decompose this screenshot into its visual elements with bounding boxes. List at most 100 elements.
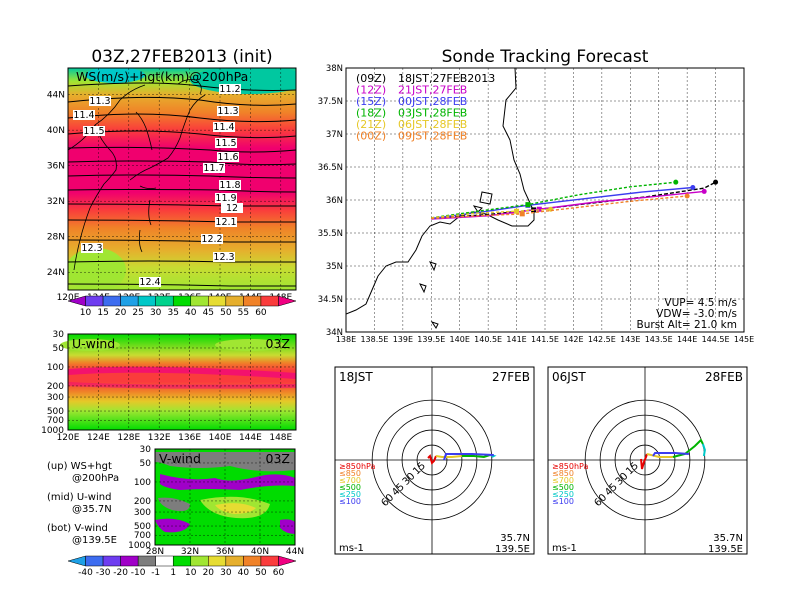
speed-colorbar-label: 35 [168, 308, 179, 318]
wind-colorbar-label: 40 [238, 568, 250, 578]
param-burst: Burst Alt= 21.0 km [637, 319, 737, 331]
uwind-p-tick: 200 [47, 382, 64, 392]
track-lon-tick: 142.5E [588, 335, 616, 344]
speed-colorbar-swatch [225, 295, 244, 307]
wind-colorbar-label: -10 [131, 568, 146, 578]
param-vdw: VDW= -3.0 m/s [656, 308, 737, 320]
hodo-series-line [435, 455, 462, 458]
note-mid-line2: @35.7N [72, 504, 112, 515]
left-title: 03Z,27FEB2013 (init) [91, 47, 272, 67]
track-lat-tick: 36N [326, 196, 343, 206]
hodo-ring [614, 429, 676, 491]
wind-colorbar-swatch [85, 555, 104, 567]
hodo-ring [599, 414, 691, 506]
uwind-lon-tick: 120E [57, 433, 80, 443]
hodo-ring [629, 444, 661, 476]
vwind-p-tick: 30 [140, 445, 152, 455]
track-lon-tick: 140.5E [474, 335, 502, 344]
track-legend-utc: (00Z) [356, 130, 386, 143]
vwind-time: 03Z [266, 451, 290, 466]
track-legend-jst: 09JST,28FEB [398, 130, 467, 143]
track-lon-tick: 139.5E [417, 335, 445, 344]
track-legend-utc: (09Z) [356, 72, 386, 85]
hodo2-time: 06JST [552, 370, 586, 384]
hodo-series-line [427, 454, 437, 465]
contour-label: 11.4 [213, 122, 235, 133]
uwind-lon-tick: 144E [239, 433, 262, 443]
hodo-legend-item: ≤500 [339, 483, 361, 492]
ws-map-panel: 11.2 11.3 11.3 11.4 11.4 11.5 11.5 11.611.7 11.8… [47, 67, 297, 303]
hodo-ring [386, 414, 478, 506]
speed-colorbar-swatch [102, 295, 121, 307]
param-vup: VUP= 4.5 m/s [664, 297, 737, 309]
track-legend-utc: (18Z) [356, 107, 386, 120]
wind-colorbar-label: 1 [170, 568, 176, 578]
hodo-ring [584, 399, 706, 521]
speed-colorbar-swatch [208, 295, 227, 307]
wind-colorbar-label: -30 [96, 568, 111, 578]
uwind-p-tick: 1000 [41, 426, 64, 436]
svg-text:12.4: 12.4 [139, 277, 160, 288]
map-lat-tick: 24N [47, 268, 65, 278]
vwind-p-tick: 100 [134, 478, 151, 488]
track-legend-jst: 18JST,27FEB2013 [398, 72, 495, 85]
hodo-legend-item: ≤250 [339, 490, 361, 499]
wind-colorbar-label: 50 [255, 568, 267, 578]
svg-text:11.3: 11.3 [89, 96, 110, 107]
hodo-legend-item: ≤100 [339, 497, 361, 506]
wind-colorbar-swatch [190, 555, 209, 567]
panel-notes: (up) WS+hgt @200hPa (mid) U-wind @35.7N … [47, 461, 119, 546]
right-title: Sonde Tracking Forecast [442, 47, 649, 67]
svg-text:12.3: 12.3 [213, 252, 234, 263]
vwind-lat-tick: 32N [181, 547, 199, 557]
vwind-p-tick: 200 [134, 497, 151, 507]
track-legend-jst: 03JST,28FEB [398, 107, 467, 120]
contour-label: 12.3 [213, 252, 235, 263]
map-lat-tick: 36N [47, 162, 65, 172]
svg-text:11.4: 11.4 [73, 110, 94, 121]
wind-colorbar-swatch [278, 555, 297, 567]
speed-colorbar-swatch [172, 295, 192, 307]
speed-colorbar-label: 60 [255, 308, 267, 318]
track-lon-tick: 142E [563, 335, 583, 344]
wind-colorbar-label: 20 [203, 568, 215, 578]
svg-text:11.7: 11.7 [203, 163, 224, 174]
vwind-p-tick: 700 [134, 531, 151, 541]
track-landing-point [690, 184, 696, 190]
track-legend-jst: 06JST,28FEB [398, 118, 467, 131]
wind-colorbar-label: -20 [113, 568, 128, 578]
speed-colorbar: 10 15 20 25 30 35 40 45 50 55 60 [67, 295, 297, 318]
hodo-series-line [672, 438, 704, 458]
wind-colorbar-label: 60 [273, 568, 285, 578]
wind-colorbar-swatch [120, 555, 139, 567]
track-legend-jst: 00JST,28FEB [398, 95, 467, 108]
speed-colorbar-swatch [190, 295, 209, 307]
speed-colorbar-swatch [120, 295, 139, 307]
track-legend-jst: 21JST,27FEB [398, 84, 467, 97]
map-lat-tick: 32N [47, 197, 65, 207]
uwind-p-tick: 30 [53, 330, 65, 340]
vwind-p-tick: 300 [134, 508, 151, 518]
hodo-legend-item: ≤700 [339, 476, 361, 485]
speed-colorbar-label: 15 [97, 308, 108, 318]
contour-label: 12.1 [215, 217, 237, 228]
uwind-lon-tick: 136E [178, 433, 201, 443]
hodo2-lon: 139.5E [708, 544, 743, 555]
hodo-ring [371, 399, 493, 521]
track-lat-tick: 35N [326, 262, 343, 272]
speed-colorbar-label: 25 [132, 308, 143, 318]
hodo-legend-item: ≤850 [552, 469, 574, 478]
hodo-series-line [646, 453, 673, 458]
vwind-lat-tick: 44N [286, 547, 304, 557]
wind-colorbar-swatch [137, 555, 156, 567]
track-legend-utc: (15Z) [356, 95, 386, 108]
note-mid-line1: (mid) U-wind [47, 492, 111, 503]
track-lat-tick: 38N [326, 64, 343, 74]
hodo2-units: ms-1 [552, 543, 577, 554]
contour-label: 12.4 [139, 277, 161, 288]
track-lon-tick: 144.5E [702, 335, 730, 344]
vwind-label: V-wind [159, 451, 201, 466]
